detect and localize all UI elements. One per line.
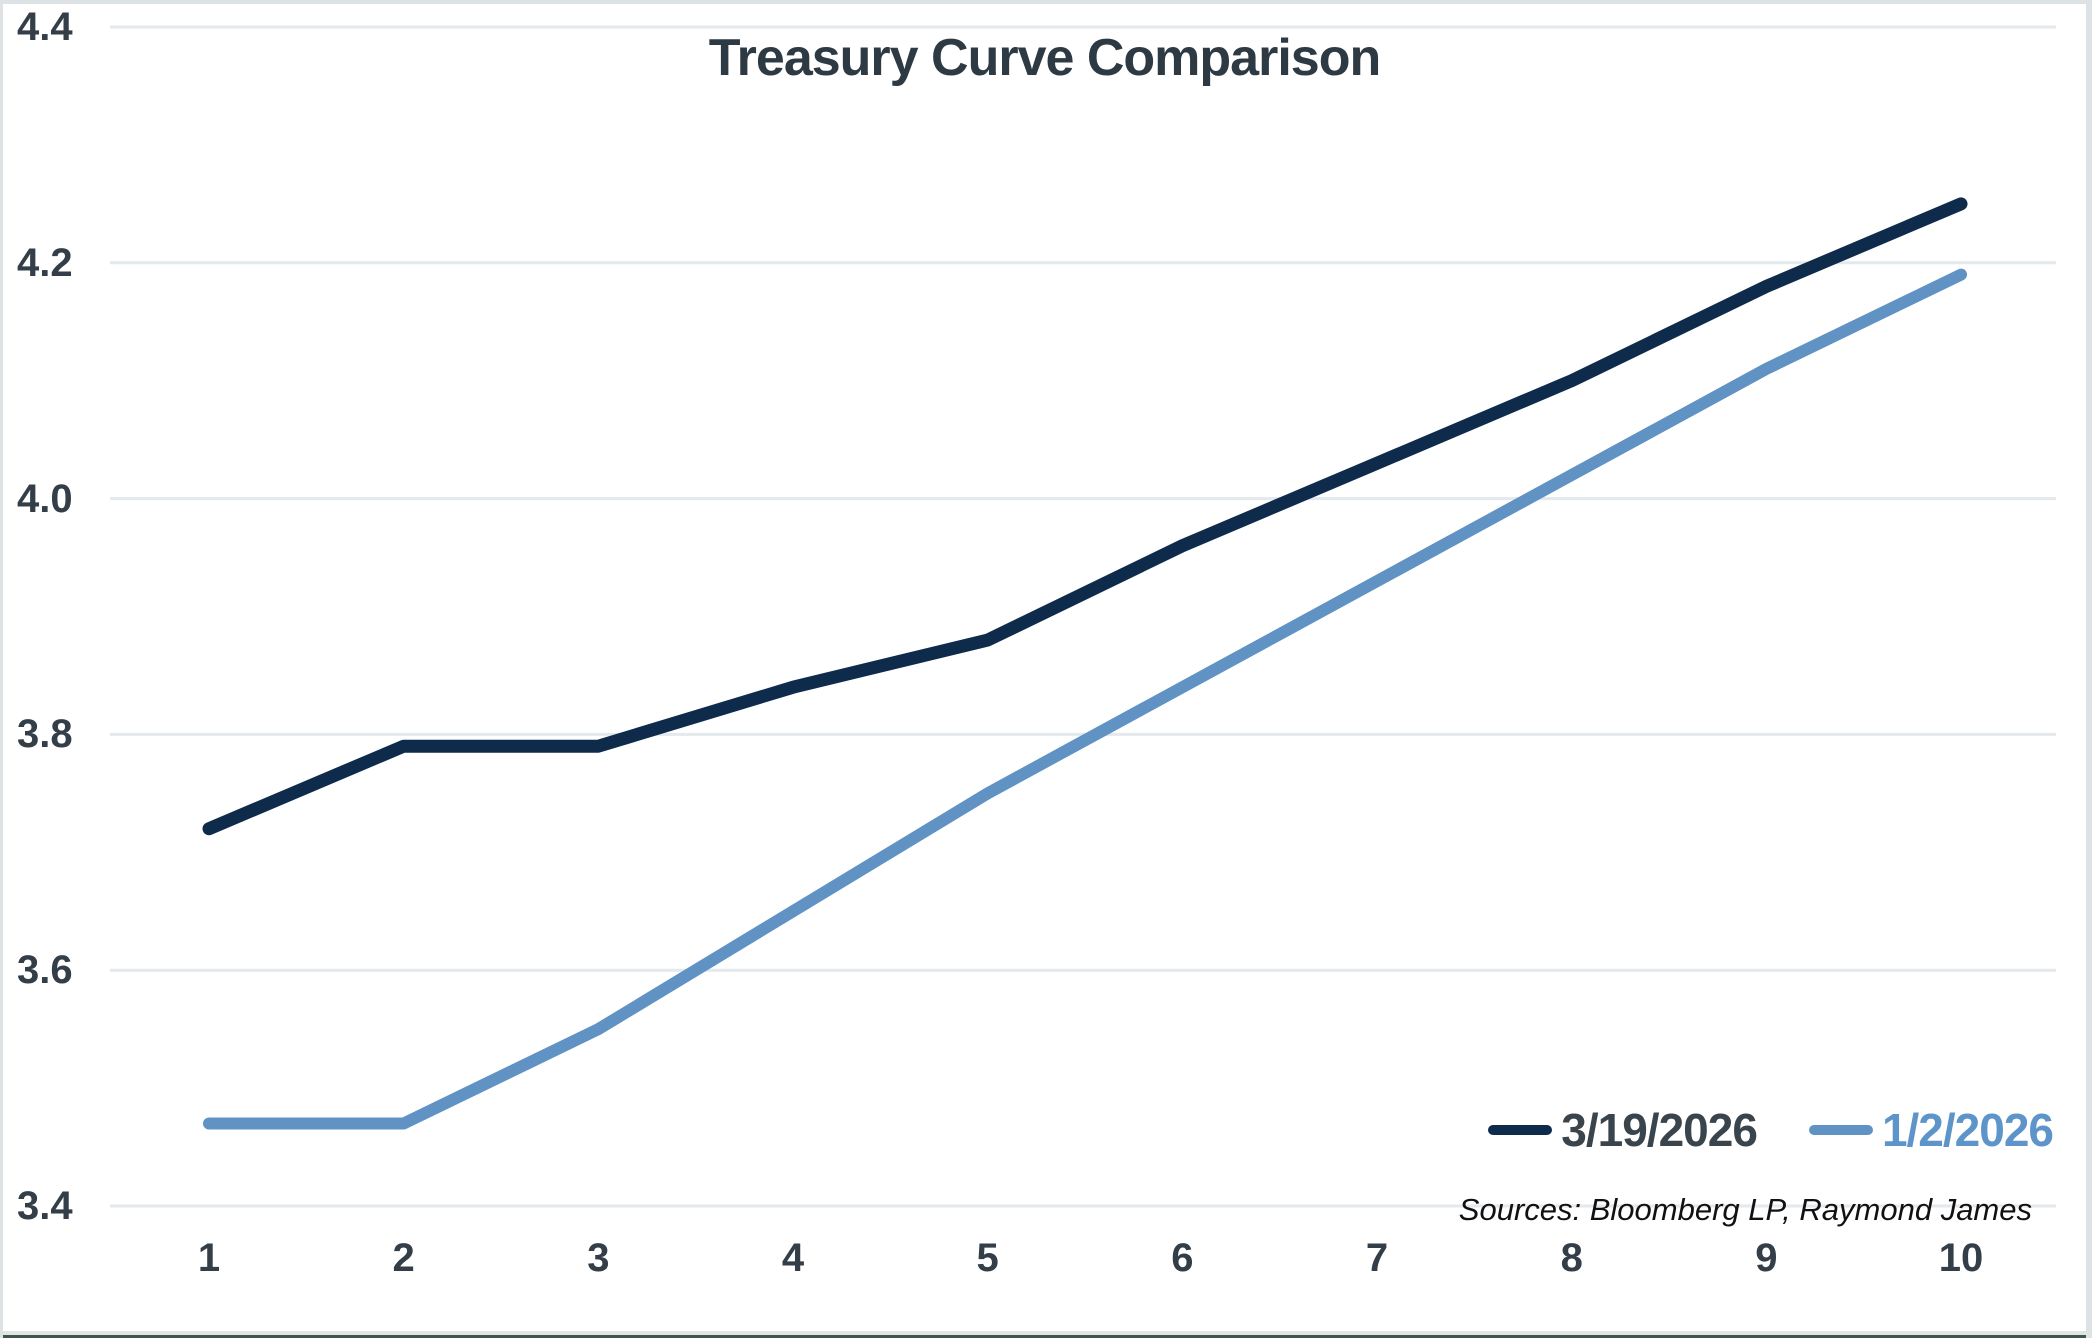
x-tick-label: 6 — [1171, 1236, 1194, 1280]
legend-label: 3/19/2026 — [1561, 1104, 1758, 1156]
x-tick-label: 1 — [197, 1236, 221, 1280]
legend-label: 1/2/2026 — [1881, 1104, 2054, 1156]
plot-area — [110, 25, 2056, 1208]
x-tick-label: 7 — [1365, 1236, 1389, 1280]
y-tick-label: 3.8 — [17, 712, 73, 757]
x-tick-label: 3 — [587, 1236, 610, 1280]
legend-line-swatch-navy — [1488, 1125, 1553, 1135]
x-tick-label: 8 — [1560, 1236, 1583, 1280]
x-tick-label: 9 — [1755, 1236, 1778, 1280]
chart-title: Treasury Curve Comparison — [708, 29, 1381, 87]
source-note: Sources: Bloomberg LP, Raymond James — [1458, 1192, 2032, 1227]
chart-bottom-edge — [3, 1331, 2086, 1338]
legend-item-3-19-2026: 3/19/2026 — [1488, 1103, 1758, 1157]
x-tick-label: 4 — [781, 1236, 805, 1280]
legend-line-swatch-blue — [1808, 1125, 1873, 1135]
legend-item-1-2-2026: 1/2/2026 — [1808, 1103, 2054, 1157]
series-line-1-2-2026 — [203, 268, 1968, 1130]
x-tick-label: 10 — [1938, 1236, 1984, 1280]
y-tick-label: 3.6 — [17, 948, 73, 993]
series-line-3-19-2026 — [202, 197, 1968, 836]
x-tick-label: 2 — [392, 1236, 415, 1280]
x-tick-label: 5 — [976, 1236, 999, 1280]
legend: 3/19/2026 1/2/2026 — [1488, 1103, 2054, 1157]
y-tick-label: 4.0 — [17, 476, 73, 521]
y-tick-label: 4.2 — [17, 240, 73, 285]
y-tick-label: 3.4 — [17, 1184, 73, 1228]
y-tick-label: 4.4 — [17, 5, 73, 49]
